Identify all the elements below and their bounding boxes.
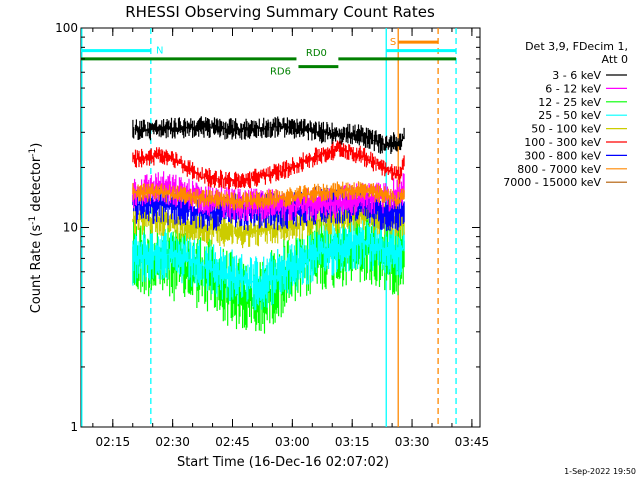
x-tick-label: 02:15 [96,435,131,449]
flag-bars: N S RD0 RD6 [81,37,457,78]
x-axis-ticks: 02:15 02:30 02:45 03:00 03:15 03:30 03:45 [92,28,490,449]
flag-label-s: S [390,37,396,48]
legend-label: 800 - 7000 keV [517,163,601,176]
x-tick-label: 02:30 [155,435,190,449]
y-tick-label: 100 [55,21,78,35]
series-3-6kev [132,116,405,154]
flag-label-rd6: RD6 [270,67,291,78]
flag-label-n: N [156,46,163,57]
series-100-300kev [132,140,405,190]
x-axis-label: Start Time (16-Dec-16 02:07:02) [177,455,389,470]
series-25-50kev [132,215,405,311]
legend-label: 7000 - 15000 keV [503,176,601,189]
legend-label: 50 - 100 keV [531,123,601,136]
x-tick-label: 03:15 [335,435,370,449]
y-tick-label: 10 [63,221,78,235]
legend-header-line-2: Att 0 [602,53,628,66]
legend-label: 3 - 6 keV [552,69,601,82]
series-group [132,116,405,334]
x-tick-label: 03:30 [395,435,430,449]
flag-label-rd0: RD0 [306,48,327,59]
legend-label: 12 - 25 keV [538,96,601,109]
x-tick-label: 03:00 [275,435,310,449]
y-axis-label: Count Rate (s-1 detector-1) [28,143,44,314]
chart-title: RHESSI Observing Summary Count Rates [125,3,435,21]
legend-label: 100 - 300 keV [524,136,601,149]
x-tick-label: 03:45 [455,435,490,449]
series-800-7000kev [132,181,405,211]
y-tick-label: 1 [70,420,78,434]
x-tick-label: 02:45 [215,435,250,449]
y-axis-ticks: 100 10 1 [55,21,480,434]
legend-label: 300 - 800 keV [524,149,601,162]
legend-label: 25 - 50 keV [538,109,601,122]
generated-timestamp: 1-Sep-2022 19:50 [564,467,636,476]
legend-header-line-1: Det 3,9, FDecim 1, [525,40,628,53]
legend-label: 6 - 12 keV [545,82,601,95]
